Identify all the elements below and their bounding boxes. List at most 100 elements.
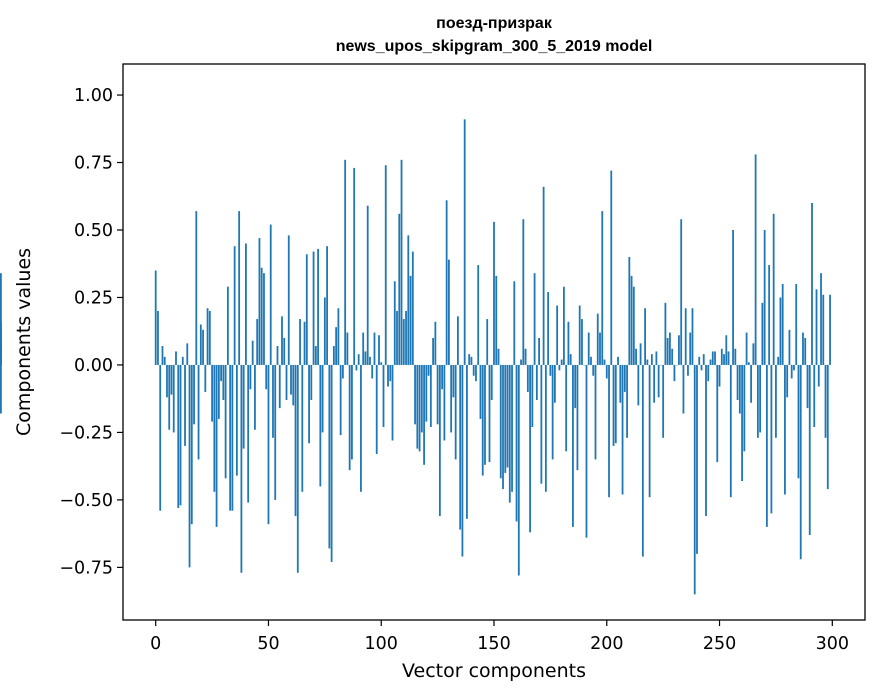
bar-component-26 xyxy=(213,364,216,492)
bar-component-97 xyxy=(373,332,376,365)
bar-component-276 xyxy=(777,356,780,365)
bar-component-148 xyxy=(488,364,491,463)
bar-component-80 xyxy=(335,327,338,365)
bar-component-209 xyxy=(626,364,628,438)
bar-component-121 xyxy=(427,364,430,376)
bar-component-167 xyxy=(531,364,534,428)
bar-component-114 xyxy=(411,251,414,365)
chart-title: поезд-призрак xyxy=(436,15,553,32)
bar-component-18 xyxy=(195,211,198,365)
bar-component-111 xyxy=(405,310,407,365)
bar-component-265 xyxy=(752,343,755,365)
bar-component-184 xyxy=(569,354,572,365)
bar-component-212 xyxy=(632,286,635,365)
bar-component-87 xyxy=(351,364,353,460)
bar-component-161 xyxy=(517,364,520,576)
x-axis-ticks: 0 50 100 150 200 250 300 xyxy=(150,620,849,654)
bar-component-240 xyxy=(696,364,698,554)
bar-component-158 xyxy=(511,364,513,492)
bar-component-230 xyxy=(673,364,676,382)
bar-component-191 xyxy=(585,364,588,538)
bar-component-197 xyxy=(599,332,601,365)
x-tick-label: 50 xyxy=(257,634,279,654)
chart-subtitle: news_upos_skipgram_300_5_2019 model xyxy=(336,38,653,55)
bar-component-undefined xyxy=(0,273,2,365)
x-tick-label: 150 xyxy=(477,634,510,654)
bar-component-56 xyxy=(281,316,283,365)
bar-component-228 xyxy=(669,332,671,365)
bar-component-42 xyxy=(249,364,252,390)
bar-component-53 xyxy=(274,364,277,500)
bar-component-259 xyxy=(738,364,741,414)
bar-component-93 xyxy=(364,351,367,365)
bar-component-139 xyxy=(468,354,471,365)
bar-component-279 xyxy=(784,364,786,495)
y-tick-label: 0.00 xyxy=(74,356,113,376)
bar-component-193 xyxy=(590,356,592,365)
bar-component-109 xyxy=(400,159,403,365)
bar-component-12 xyxy=(181,356,184,365)
bar-component-219 xyxy=(648,364,651,498)
bar-component-76 xyxy=(326,246,328,365)
bar-component-154 xyxy=(502,364,504,490)
bar-component-270 xyxy=(763,229,766,365)
bar-component-115 xyxy=(414,364,416,425)
bar-component-9 xyxy=(175,351,177,365)
bar-component-262 xyxy=(745,332,748,365)
bar-component-180 xyxy=(560,359,563,365)
bar-component-233 xyxy=(680,219,683,365)
x-tick-label: 0 xyxy=(150,634,161,654)
bar-component-178 xyxy=(556,305,559,365)
bar-component-234 xyxy=(682,364,685,414)
bar-component-168 xyxy=(533,273,536,365)
bar-component-89 xyxy=(355,364,358,371)
bar-component-77 xyxy=(328,364,331,549)
bar-component-286 xyxy=(799,364,802,560)
y-axis-label: Components values xyxy=(13,248,35,436)
bar-component-202 xyxy=(610,170,613,365)
bar-component-49 xyxy=(265,364,268,390)
bar-component-280 xyxy=(786,364,789,398)
bar-component-221 xyxy=(653,364,656,403)
bar-component-4 xyxy=(163,356,166,365)
bar-component-188 xyxy=(578,305,581,365)
bar-component-152 xyxy=(497,348,500,365)
bar-component-103 xyxy=(387,364,389,387)
bar-component-177 xyxy=(553,364,556,403)
bar-component-67 xyxy=(305,254,308,365)
bar-component-162 xyxy=(520,359,522,365)
bar-component-288 xyxy=(804,337,807,365)
x-axis-label: Vector components xyxy=(402,660,586,682)
bar-component-undefined xyxy=(0,329,2,365)
bar-component-81 xyxy=(337,308,340,365)
bar-component-15 xyxy=(188,364,191,568)
bar-component-173 xyxy=(544,364,547,492)
bar-component-285 xyxy=(797,364,800,479)
bar-component-143 xyxy=(477,265,480,365)
bar-component-41 xyxy=(247,364,250,503)
bar-component-129 xyxy=(445,200,448,365)
bar-component-287 xyxy=(802,332,804,365)
bar-component-82 xyxy=(339,364,342,436)
bar-component-215 xyxy=(639,343,642,365)
bar-component-92 xyxy=(362,332,365,365)
bar-component-20 xyxy=(199,324,202,365)
bar-component-199 xyxy=(603,359,606,365)
bar-component-106 xyxy=(393,281,396,365)
bar-component-64 xyxy=(299,319,301,365)
bar-component-91 xyxy=(360,364,362,492)
bar-component-73 xyxy=(319,364,322,487)
bar-component-48 xyxy=(263,273,265,365)
bar-component-203 xyxy=(612,364,615,446)
bar-component-295 xyxy=(820,273,822,365)
bars-group xyxy=(0,119,831,595)
y-tick-label: 1.00 xyxy=(74,86,113,106)
bar-component-181 xyxy=(563,286,565,365)
bar-component-28 xyxy=(217,364,220,419)
bar-component-13 xyxy=(184,364,186,446)
bar-component-247 xyxy=(711,351,714,365)
bar-component-128 xyxy=(443,364,446,441)
bar-component-124 xyxy=(434,321,437,365)
y-tick-label: −0.75 xyxy=(59,558,113,578)
bar-component-72 xyxy=(317,248,319,365)
